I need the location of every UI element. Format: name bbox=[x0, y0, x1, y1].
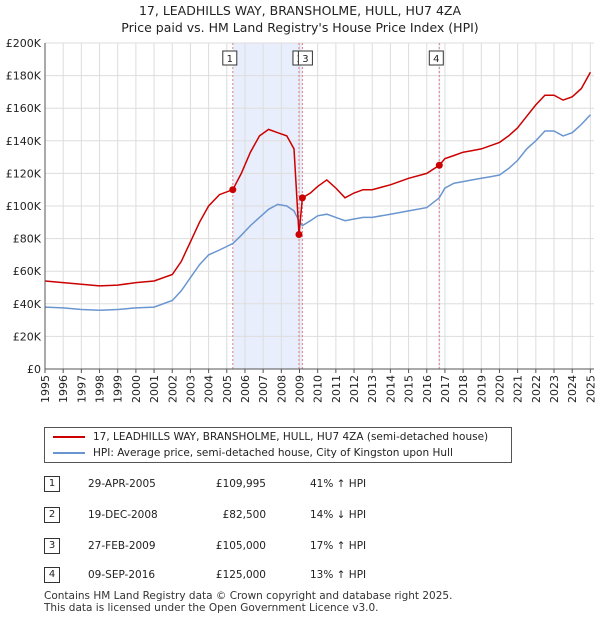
hpi-series-line bbox=[44, 114, 591, 312]
transaction-date: 29-APR-2005 bbox=[88, 478, 156, 490]
legend-label-property: 17, LEADHILLS WAY, BRANSHOLME, HULL, HU7… bbox=[93, 431, 489, 443]
x-tick-label: 2008 bbox=[275, 375, 288, 403]
y-tick-label: £60K bbox=[13, 265, 42, 278]
legend: 17, LEADHILLS WAY, BRANSHOLME, HULL, HU7… bbox=[44, 427, 512, 463]
x-tick-label: 2017 bbox=[439, 375, 452, 403]
y-tick-label: £80K bbox=[13, 233, 42, 246]
legend-swatch-red bbox=[53, 436, 85, 438]
chart-subtitle: Price paid vs. HM Land Registry's House … bbox=[121, 20, 479, 35]
x-tick-label: 2025 bbox=[584, 375, 597, 403]
x-tick-label: 2009 bbox=[294, 375, 307, 403]
y-tick-label: £100K bbox=[6, 200, 42, 213]
sale-point bbox=[435, 161, 443, 169]
x-tick-label: 2011 bbox=[330, 375, 343, 403]
footer-licence: This data is licensed under the Open Gov… bbox=[44, 602, 379, 614]
transaction-hpi: 13% ↑ HPI bbox=[310, 569, 367, 581]
legend-swatch-blue bbox=[53, 452, 85, 454]
y-tick-label: £140K bbox=[6, 135, 42, 148]
x-tick-label: 2006 bbox=[239, 375, 252, 403]
x-tick-label: 2010 bbox=[312, 375, 325, 403]
x-tick-label: 2004 bbox=[203, 375, 216, 403]
x-tick-label: 2016 bbox=[421, 375, 434, 403]
sale-point bbox=[298, 194, 306, 202]
transaction-price: £125,000 bbox=[215, 569, 266, 581]
transaction-hpi: 41% ↑ HPI bbox=[310, 478, 367, 490]
x-tick-label: 2001 bbox=[148, 375, 161, 403]
y-tick-label: £200K bbox=[6, 37, 42, 50]
y-tick-label: £0 bbox=[27, 363, 41, 376]
transaction-hpi: 14% ↓ HPI bbox=[310, 509, 367, 521]
sale-number-label: 1 bbox=[227, 54, 233, 65]
legend-label-hpi: HPI: Average price, semi-detached house,… bbox=[93, 447, 453, 459]
footer-copyright: Contains HM Land Registry data © Crown c… bbox=[44, 590, 453, 602]
x-tick-label: 1996 bbox=[57, 375, 70, 403]
y-tick-label: £160K bbox=[6, 102, 42, 115]
x-tick-label: 2015 bbox=[403, 375, 416, 403]
transaction-date: 19-DEC-2008 bbox=[88, 509, 158, 521]
y-tick-label: £40K bbox=[13, 298, 42, 311]
x-tick-label: 2003 bbox=[184, 375, 197, 403]
legend-item-hpi: HPI: Average price, semi-detached house,… bbox=[53, 446, 453, 460]
x-tick-label: 2018 bbox=[457, 375, 470, 403]
x-tick-label: 2021 bbox=[512, 375, 525, 403]
x-tick-label: 2007 bbox=[257, 375, 270, 403]
x-tick-label: 1997 bbox=[75, 375, 88, 403]
price-chart: £0 £20K £40K £60K £80K £100K £120K £140K £160K £1… bbox=[6, 37, 598, 403]
y-tick-label: £180K bbox=[6, 70, 42, 83]
x-tick-label: 2013 bbox=[366, 375, 379, 403]
sale-point bbox=[295, 231, 303, 239]
y-tick-label: £20K bbox=[13, 330, 42, 343]
transaction-number: 1 bbox=[44, 476, 60, 492]
sale-number-box bbox=[428, 50, 444, 66]
property-series-line bbox=[44, 71, 592, 287]
x-tick-label: 2005 bbox=[221, 375, 234, 403]
transaction-price: £82,500 bbox=[222, 509, 266, 521]
transaction-number: 4 bbox=[44, 567, 60, 583]
transaction-price: £109,995 bbox=[215, 478, 266, 490]
chart-title: 17, LEADHILLS WAY, BRANSHOLME, HULL, HU7… bbox=[138, 3, 462, 18]
x-tick-label: 2000 bbox=[130, 375, 143, 403]
x-tick-label: 2002 bbox=[166, 375, 179, 403]
transaction-price: £105,000 bbox=[215, 540, 266, 552]
x-tick-label: 1998 bbox=[94, 375, 107, 403]
x-tick-label: 2019 bbox=[475, 375, 488, 403]
sale-number-box bbox=[222, 50, 238, 66]
x-tick-label: 2023 bbox=[548, 375, 561, 403]
x-tick-label: 2014 bbox=[384, 375, 397, 403]
transaction-hpi: 17% ↑ HPI bbox=[310, 540, 367, 552]
x-tick-label: 1999 bbox=[112, 375, 125, 403]
sale-number-label: 4 bbox=[433, 54, 439, 65]
x-tick-label: 2020 bbox=[493, 375, 506, 403]
x-tick-label: 1995 bbox=[39, 375, 52, 403]
x-tick-label: 2024 bbox=[566, 375, 579, 403]
x-tick-label: 2012 bbox=[348, 375, 361, 403]
transaction-number: 2 bbox=[44, 507, 60, 523]
sale-number-box bbox=[297, 50, 313, 66]
transaction-number: 3 bbox=[44, 538, 60, 554]
y-tick-label: £120K bbox=[6, 167, 42, 180]
sale-number-label: 3 bbox=[302, 54, 308, 65]
legend-item-property: 17, LEADHILLS WAY, BRANSHOLME, HULL, HU7… bbox=[53, 430, 488, 444]
x-tick-label: 2022 bbox=[530, 375, 543, 403]
sale-point bbox=[229, 186, 237, 194]
transaction-date: 27-FEB-2009 bbox=[88, 540, 156, 552]
transaction-date: 09-SEP-2016 bbox=[88, 569, 156, 581]
